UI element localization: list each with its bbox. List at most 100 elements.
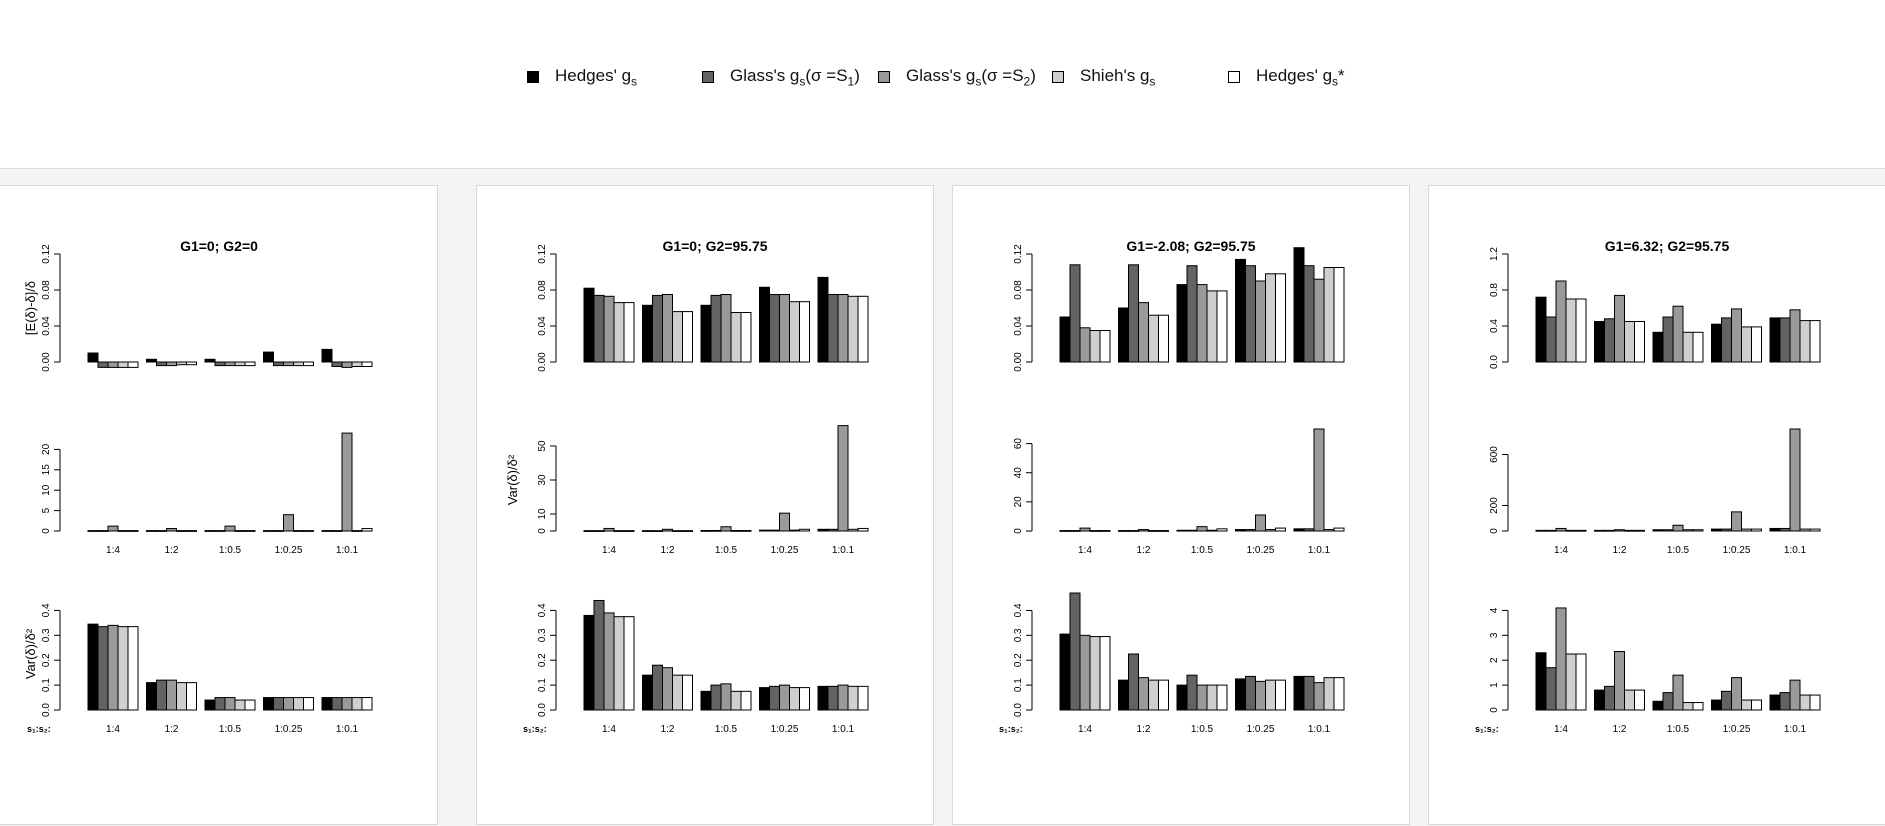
bar: [156, 361, 167, 367]
bar: [107, 624, 119, 711]
x-tick-label: 1:4: [1078, 545, 1092, 556]
x-tick-label: 1:0.25: [1723, 545, 1751, 556]
bar: [214, 697, 226, 711]
bar: [1265, 273, 1276, 363]
bar: [1692, 529, 1704, 532]
bar: [273, 361, 284, 367]
bar: [107, 525, 119, 532]
bar: [1216, 684, 1228, 711]
y-tick-label: 0.12: [41, 244, 52, 264]
bar: [1614, 651, 1625, 711]
bar: [1721, 528, 1732, 532]
legend-label: Hedges' gs*: [1256, 65, 1345, 89]
bar: [283, 514, 294, 532]
bar: [1604, 318, 1615, 363]
bar: [730, 529, 742, 532]
bar: [1176, 684, 1188, 711]
legend-item: Glass's gs(σ =S2): [878, 64, 1036, 90]
chart-panel: G1=0; G2=0 0.00 0.04 0.08 0.12 [E(δ)-δ]/δ 0 5 10…: [0, 185, 438, 825]
x-tick-label: 1:0.1: [1784, 545, 1807, 556]
x-prefix-label: s₁:s₂:: [523, 724, 547, 734]
bar: [87, 623, 99, 711]
bar: [1089, 636, 1101, 711]
bar: [321, 697, 333, 711]
bar: [1118, 530, 1129, 532]
bar: [700, 529, 712, 532]
chart-panel: G1=6.32; G2=95.75 0.0 0.4 0.8 1.2 0 200 600 1:4 1…: [1428, 185, 1885, 825]
bar: [1079, 327, 1091, 363]
y-tick-label: 600: [1489, 446, 1500, 463]
bar: [263, 697, 274, 711]
bar: [799, 687, 810, 711]
legend-item: Glass's gs(σ =S1): [702, 64, 860, 90]
bar: [1535, 529, 1547, 532]
bar: [1186, 674, 1198, 711]
bar: [1535, 296, 1547, 363]
bar: [176, 361, 187, 366]
bar: [1118, 307, 1129, 363]
bar: [1731, 677, 1742, 711]
bar: [1809, 320, 1821, 363]
x-tick-label: 1:0.5: [715, 724, 738, 735]
bar: [293, 697, 304, 711]
bar: [1196, 284, 1208, 363]
bar: [1089, 530, 1101, 532]
bar: [1652, 700, 1664, 711]
bar: [1789, 679, 1801, 711]
y-tick-label: 0.00: [41, 352, 52, 372]
bar: [740, 312, 752, 363]
bar: [1099, 330, 1111, 363]
bar: [779, 512, 790, 532]
y-tick-label: 0.2: [1013, 653, 1024, 667]
bar: [642, 304, 653, 363]
y-tick-label: 1: [1489, 682, 1500, 688]
bar: [1118, 679, 1129, 711]
bar: [1148, 679, 1159, 711]
bar: [1711, 323, 1722, 363]
bar: [321, 348, 333, 363]
bar: [672, 311, 683, 363]
bar: [263, 530, 274, 532]
x-tick-label: 1:0.1: [336, 545, 359, 556]
bar: [827, 685, 839, 711]
bar: [1741, 326, 1752, 363]
y-tick-label: 5: [41, 507, 52, 513]
bar: [1158, 679, 1169, 711]
y-tick-label: 0.0: [1489, 355, 1500, 369]
bar: [817, 528, 829, 532]
bar: [1809, 694, 1821, 711]
bar: [321, 530, 333, 532]
bar: [769, 529, 780, 532]
bar: [1634, 689, 1645, 711]
bar: [1565, 529, 1577, 532]
bar: [1206, 529, 1218, 532]
legend-swatch: [1228, 71, 1240, 83]
bar: [1769, 317, 1781, 363]
bar: [847, 685, 859, 711]
bar: [769, 294, 780, 363]
x-tick-label: 1:0.1: [1308, 545, 1331, 556]
bar: [1303, 528, 1315, 532]
bar: [1059, 633, 1071, 711]
bar: [1265, 679, 1276, 711]
bar: [331, 697, 343, 711]
bar: [1682, 702, 1694, 711]
bar: [817, 685, 829, 711]
bar: [642, 530, 653, 532]
y-tick-label: 0.00: [537, 352, 548, 372]
bar: [1138, 529, 1149, 532]
bar: [1741, 528, 1752, 532]
y-tick-label: 0: [1489, 528, 1500, 534]
bar: [1206, 290, 1218, 363]
bar: [1789, 309, 1801, 363]
bar: [127, 626, 139, 711]
x-tick-label: 1:4: [1078, 724, 1092, 735]
bar: [1779, 692, 1791, 711]
bar: [1682, 331, 1694, 363]
bar: [303, 530, 314, 532]
x-tick-label: 1:4: [1554, 724, 1568, 735]
bar: [1216, 528, 1228, 532]
bar: [1216, 290, 1228, 363]
legend-swatch: [527, 71, 539, 83]
bar: [730, 690, 742, 711]
